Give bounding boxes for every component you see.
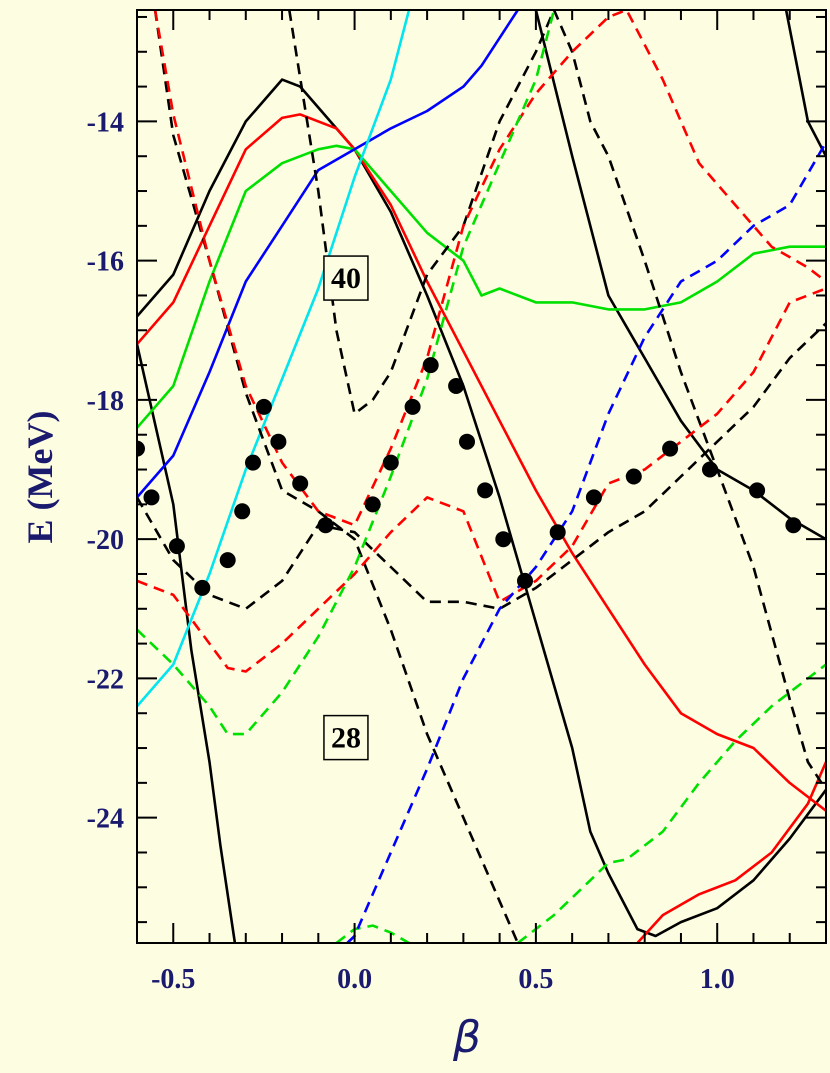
series-line-13	[137, 287, 826, 673]
y-tick-label: -22	[87, 664, 124, 695]
data-point-marker-20	[517, 572, 533, 589]
shell-gap-box	[323, 255, 369, 301]
data-point-marker-7	[245, 454, 261, 471]
data-point-marker-15	[422, 357, 439, 374]
shell-gap-label: 40	[331, 262, 361, 295]
data-point-marker-24	[662, 440, 679, 457]
series-line-9	[137, 10, 411, 708]
y-tick-label: -14	[87, 107, 124, 138]
data-point-marker-22	[585, 489, 602, 506]
series-line-18	[346, 141, 826, 943]
x-tick-label: 0.5	[518, 964, 553, 995]
data-point-marker-1	[137, 440, 145, 457]
data-point-marker-26	[749, 482, 766, 499]
data-point-marker-17	[459, 433, 475, 450]
y-tick-label: -18	[87, 386, 124, 417]
data-point-marker-8	[255, 398, 272, 415]
data-point-marker-16	[448, 378, 465, 394]
shell-gap-label: 28	[331, 722, 361, 755]
data-point-marker-5	[219, 552, 236, 569]
data-point-marker-23	[625, 468, 642, 485]
series-line-5	[137, 113, 826, 812]
data-point-marker-9	[270, 433, 287, 450]
x-axis-title: β	[452, 1012, 481, 1063]
series-line-3	[534, 10, 826, 541]
series-line-8	[137, 10, 519, 499]
series-line-6	[636, 761, 826, 943]
data-point-marker-10	[292, 475, 309, 492]
data-point-marker-25	[702, 461, 718, 478]
data-point-marker-19	[495, 531, 512, 548]
series-line-16	[517, 663, 826, 943]
data-point-marker-12	[364, 496, 381, 513]
data-point-marker-27	[785, 517, 802, 534]
series-line-7	[137, 144, 826, 429]
series-line-17	[335, 924, 410, 943]
x-tick-label: 0.0	[337, 964, 372, 995]
y-tick-label: -20	[87, 525, 124, 556]
plot-frame	[136, 9, 827, 944]
data-point-marker-3	[168, 538, 185, 555]
series-line-15	[137, 10, 556, 736]
x-tick-label: 1.0	[700, 964, 735, 995]
series-line-2	[137, 343, 237, 943]
data-point-marker-11	[317, 517, 334, 534]
data-point-marker-18	[477, 482, 494, 499]
data-point-marker-6	[234, 503, 251, 520]
data-point-marker-4	[194, 579, 211, 596]
x-tick-label: -0.5	[151, 964, 195, 995]
shell-gap-box	[323, 714, 369, 761]
y-axis-title: E (MeV)	[20, 411, 60, 544]
data-point-marker-21	[549, 524, 566, 541]
y-tick-label: -24	[87, 804, 124, 835]
series-line-1	[137, 78, 826, 938]
series-line-10	[137, 322, 826, 611]
data-point-marker-2	[143, 489, 160, 506]
data-point-marker-13	[382, 454, 399, 471]
series-line-12	[288, 10, 826, 791]
data-point-marker-14	[404, 398, 421, 415]
y-tick-label: -16	[87, 247, 124, 278]
